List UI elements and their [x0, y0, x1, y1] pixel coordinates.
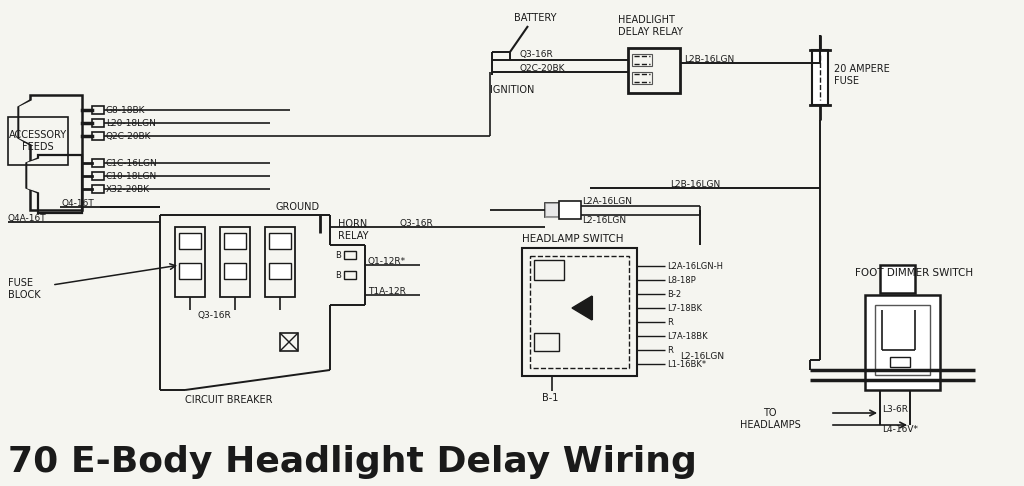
Bar — [92, 172, 104, 180]
Bar — [534, 333, 559, 351]
Bar — [269, 263, 291, 279]
Bar — [179, 233, 201, 249]
Bar — [632, 72, 652, 84]
Bar — [224, 233, 246, 249]
Text: TO
HEADLAMPS: TO HEADLAMPS — [739, 408, 801, 430]
Bar — [269, 233, 291, 249]
Polygon shape — [28, 159, 40, 192]
Text: L4-16V*: L4-16V* — [882, 424, 918, 434]
Bar — [38, 155, 82, 213]
Bar — [559, 201, 581, 219]
Text: Q2C-20BK: Q2C-20BK — [520, 64, 565, 72]
Polygon shape — [545, 203, 559, 217]
Bar — [224, 263, 246, 279]
Text: L2A-16LGN: L2A-16LGN — [582, 196, 632, 206]
Text: G8-18BK: G8-18BK — [106, 105, 145, 115]
Bar — [220, 227, 250, 297]
Bar — [8, 117, 68, 165]
Text: B: B — [335, 250, 341, 260]
Bar — [344, 271, 356, 279]
Text: B: B — [335, 271, 341, 279]
Bar — [280, 333, 298, 351]
Bar — [92, 106, 104, 114]
Text: Q2C-20BK: Q2C-20BK — [106, 132, 152, 140]
Text: CIRCUIT BREAKER: CIRCUIT BREAKER — [185, 395, 272, 405]
Bar — [534, 260, 564, 280]
Bar — [265, 227, 295, 297]
Bar — [92, 119, 104, 127]
Bar — [175, 227, 205, 297]
Text: HEADLAMP SWITCH: HEADLAMP SWITCH — [522, 234, 624, 244]
Bar — [880, 265, 915, 293]
Bar — [522, 248, 637, 376]
Text: T1A-12R: T1A-12R — [368, 287, 406, 295]
Text: Q3-16R: Q3-16R — [400, 219, 434, 227]
Text: HORN
RELAY: HORN RELAY — [338, 219, 369, 241]
Bar — [632, 54, 652, 66]
Bar — [92, 159, 104, 167]
Bar — [92, 185, 104, 193]
Text: X32-20BK: X32-20BK — [106, 185, 151, 193]
Text: C10-18LGN: C10-18LGN — [106, 172, 158, 180]
Text: L7-18BK: L7-18BK — [667, 303, 702, 312]
Text: 20 AMPERE
FUSE: 20 AMPERE FUSE — [834, 64, 890, 86]
Polygon shape — [18, 100, 30, 145]
Text: Q4-16T: Q4-16T — [62, 198, 95, 208]
Text: L2-16LGN: L2-16LGN — [680, 351, 724, 361]
Text: C1C-16LGN: C1C-16LGN — [106, 158, 158, 168]
Text: L7A-18BK: L7A-18BK — [667, 331, 708, 341]
Text: L2A-16LGN-H: L2A-16LGN-H — [667, 261, 723, 271]
Text: R: R — [667, 317, 673, 327]
Text: L2B-16LGN: L2B-16LGN — [670, 179, 720, 189]
Text: L1-16BK*: L1-16BK* — [667, 360, 707, 368]
Bar — [865, 295, 940, 390]
Polygon shape — [20, 101, 32, 144]
Bar — [890, 357, 910, 367]
Text: IGNITION: IGNITION — [490, 85, 535, 95]
Bar — [30, 95, 82, 210]
Text: FUSE
BLOCK: FUSE BLOCK — [8, 278, 41, 299]
Text: L8-18P: L8-18P — [667, 276, 695, 284]
Text: Q1-12R*: Q1-12R* — [368, 257, 407, 265]
Bar — [530, 256, 629, 368]
Bar — [545, 203, 559, 217]
Bar — [874, 305, 930, 375]
Text: L2-16LGN: L2-16LGN — [582, 215, 626, 225]
Text: R: R — [667, 346, 673, 354]
Text: FOOT DIMMER SWITCH: FOOT DIMMER SWITCH — [855, 268, 973, 278]
Text: GROUND: GROUND — [275, 202, 319, 212]
Text: HEADLIGHT
DELAY RELAY: HEADLIGHT DELAY RELAY — [618, 15, 683, 37]
Text: L2B-16LGN: L2B-16LGN — [684, 54, 734, 64]
Polygon shape — [572, 296, 592, 320]
Text: Q3-16R: Q3-16R — [198, 311, 231, 319]
Text: L3-6R: L3-6R — [882, 404, 908, 414]
Bar — [179, 263, 201, 279]
Text: BATTERY: BATTERY — [514, 13, 556, 23]
Text: 70 E-Body Headlight Delay Wiring: 70 E-Body Headlight Delay Wiring — [8, 445, 697, 479]
Bar — [812, 50, 828, 105]
Text: Q3-16R: Q3-16R — [520, 51, 554, 59]
Polygon shape — [26, 158, 38, 193]
Text: B-1: B-1 — [542, 393, 558, 403]
Text: L20-18LGN: L20-18LGN — [106, 119, 156, 127]
Text: ACCESSORY
FEEDS: ACCESSORY FEEDS — [9, 130, 67, 152]
Text: Q4A-16T: Q4A-16T — [8, 213, 47, 223]
Bar — [628, 48, 680, 93]
Bar — [92, 132, 104, 140]
Text: B-2: B-2 — [667, 290, 681, 298]
Bar — [344, 251, 356, 259]
